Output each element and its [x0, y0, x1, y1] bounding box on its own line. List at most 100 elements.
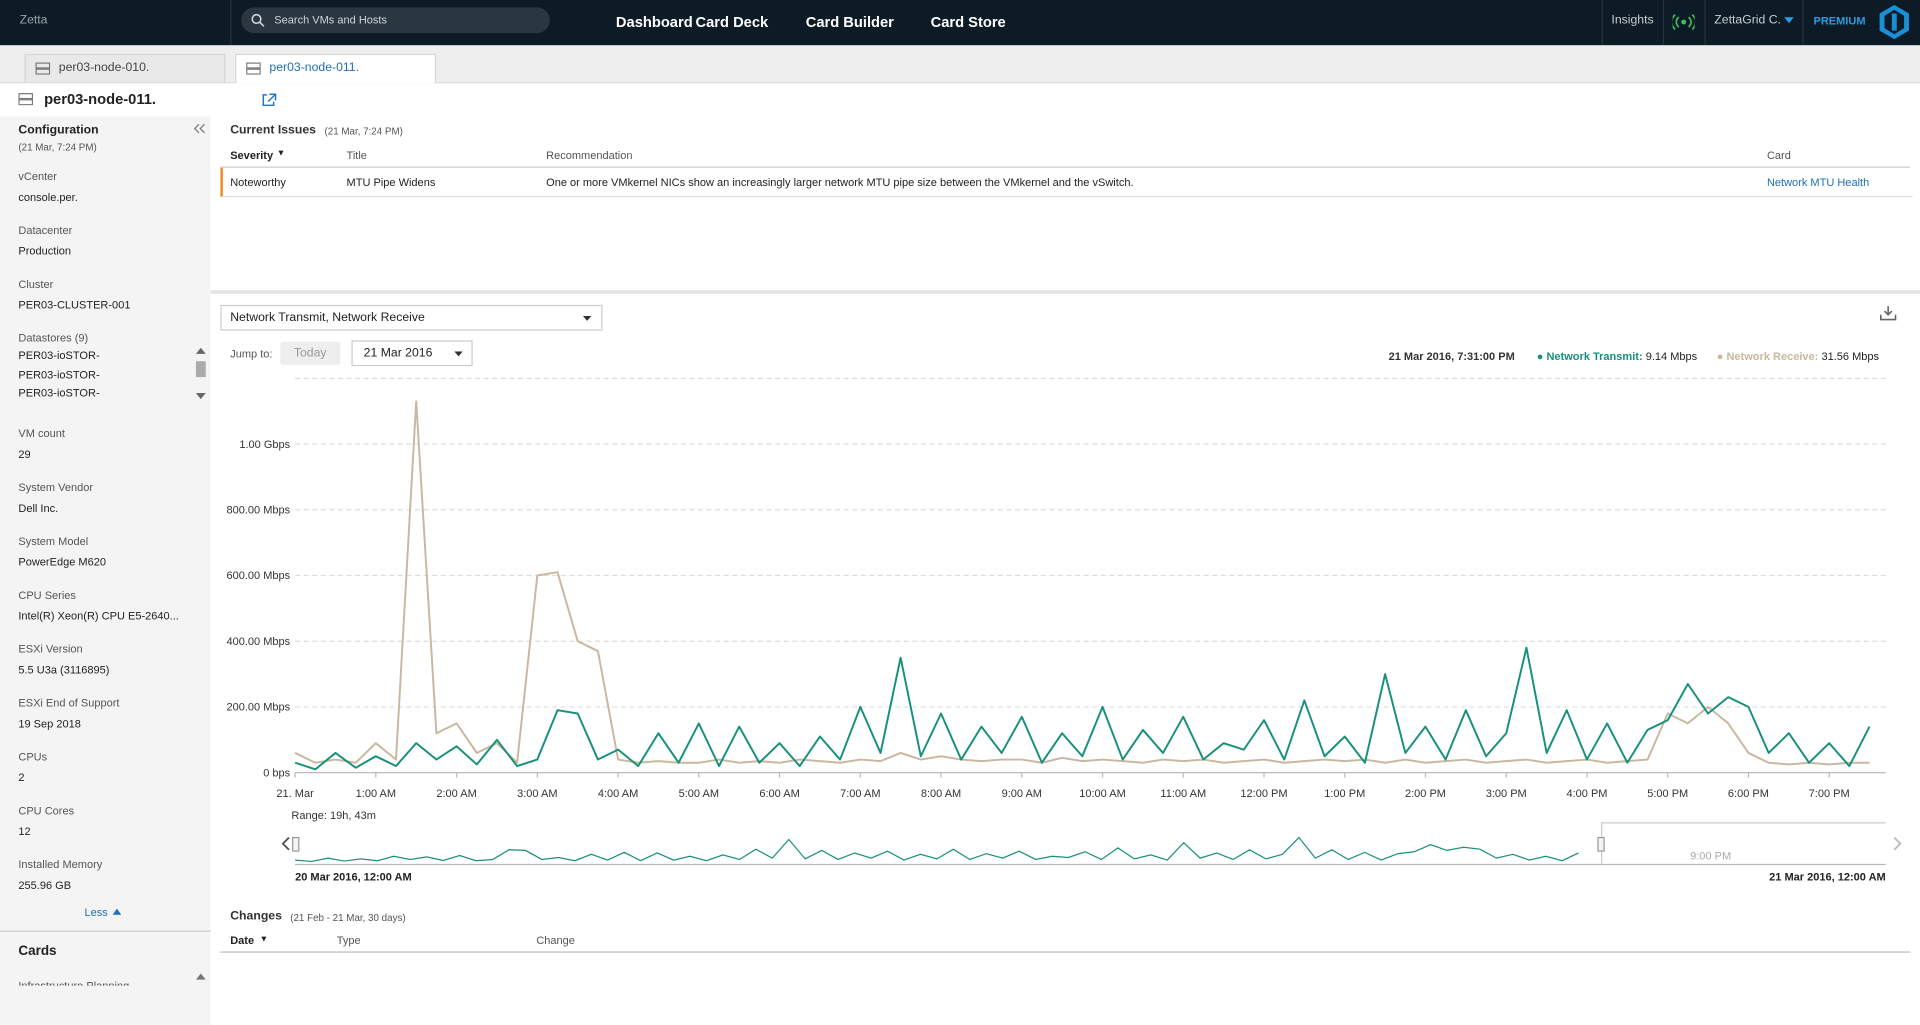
cards-title: Cards	[18, 944, 57, 959]
separator	[1802, 0, 1804, 46]
tab-bar: per03-node-010. per03-node-011.	[0, 45, 1920, 84]
separator	[1704, 0, 1706, 46]
date-label: 21 Mar 2016	[363, 346, 433, 361]
navigator-tick-label: 9:00 PM	[1690, 851, 1731, 863]
field-value: 29	[18, 448, 31, 461]
field-label: Cluster	[18, 277, 54, 291]
navigator-start: 20 Mar 2016, 12:00 AM	[295, 871, 412, 883]
scrollbar-graphic	[195, 347, 206, 400]
collapse-icon[interactable]	[193, 123, 205, 134]
column-header[interactable]: Severity	[230, 149, 274, 162]
x-tick-label: 5:00 PM	[1647, 788, 1688, 800]
jump-to-label: Jump to:	[230, 347, 273, 361]
tooltip-dot: ●	[1536, 350, 1544, 363]
x-tick-label: 1:00 AM	[356, 788, 396, 800]
metric-select[interactable]: Network Transmit, Network Receive	[220, 304, 603, 331]
sort-caret: ▼	[259, 935, 269, 945]
field-value: 12	[18, 825, 31, 838]
dropdown-caret	[582, 315, 592, 321]
tab-label: per03-node-011.	[269, 61, 360, 75]
tab[interactable]: per03-node-010.	[24, 53, 226, 83]
brand[interactable]: Zetta	[19, 13, 48, 27]
field-value: 255.96 GB	[18, 879, 72, 892]
issue-cell: MTU Pipe Widens	[346, 176, 436, 189]
today-button[interactable]: Today	[280, 341, 341, 365]
field-label: CPU Series	[18, 588, 76, 602]
tooltip-entry: ● Network Receive: 31.56 Mbps	[1717, 350, 1879, 362]
main-panel: Current Issues (21 Mar, 7:24 PM) Severit…	[210, 116, 1920, 1025]
navigator-line	[295, 836, 1579, 863]
tooltip-value: 9.14 Mbps	[1645, 350, 1698, 363]
chart: 0 bps 200.00 Mbps 400.00 Mbps 600.00 Mbps 80…	[227, 377, 1902, 883]
field-value: Intel(R) Xeon(R) CPU E5-2640...	[18, 609, 179, 623]
y-tick-label: 0 bps	[263, 767, 290, 779]
x-tick-label: 11:00 AM	[1160, 788, 1206, 800]
column-header[interactable]: Recommendation	[546, 149, 633, 162]
x-tick-label: 5:00 AM	[679, 788, 719, 800]
nav-link[interactable]: Card Deck	[695, 13, 769, 31]
insights-link[interactable]: Insights	[1611, 13, 1654, 27]
tooltip-dot: ●	[1716, 350, 1724, 363]
server-icon	[246, 62, 261, 75]
field-value: 2	[18, 771, 25, 784]
changes-title: Changes	[230, 909, 282, 924]
user-menu[interactable]: ZettaGrid C.	[1714, 13, 1781, 27]
navigator-handle[interactable]	[292, 836, 300, 852]
external-link-icon[interactable]	[262, 93, 277, 107]
dropdown-caret	[454, 351, 463, 357]
navigator-end: 21 Mar 2016, 12:00 AM	[1769, 871, 1886, 883]
column-header[interactable]: Type	[336, 934, 361, 947]
nav-link[interactable]: Card Builder	[805, 13, 894, 31]
column-header[interactable]: Date	[230, 934, 255, 947]
server-icon	[35, 62, 51, 75]
x-tick-label: 4:00 PM	[1566, 788, 1607, 800]
x-tick-label: 12:00 PM	[1240, 788, 1287, 800]
divider	[220, 166, 1911, 168]
search-icon	[251, 13, 265, 27]
field-value: PER03-ioSTOR-	[18, 386, 100, 400]
issue-row[interactable]	[220, 167, 1913, 198]
search-placeholder: Search VMs and Hosts	[274, 13, 387, 26]
top-bar: Zetta Search VMs and Hosts Dashboard Car…	[0, 0, 1920, 46]
field-label: Installed Memory	[18, 858, 103, 871]
y-tick-label: 400.00 Mbps	[227, 636, 291, 648]
scroll-up[interactable]	[195, 973, 206, 980]
less-toggle[interactable]: Less	[84, 906, 108, 919]
range-label: Range: 19h, 43m	[291, 810, 376, 822]
tooltip-time: 21 Mar 2016, 7:31:00 PM	[1388, 350, 1515, 363]
issue-cell[interactable]: Network MTU Health	[1766, 176, 1870, 189]
sidebar-title: Configuration	[18, 123, 99, 138]
tooltip-label: Network Transmit:	[1546, 350, 1643, 363]
logo	[1879, 4, 1909, 40]
column-header[interactable]: Card	[1766, 149, 1791, 162]
tab-active[interactable]: per03-node-011.	[235, 53, 436, 84]
caret-up	[112, 908, 122, 915]
signal-icon[interactable]	[1672, 12, 1695, 32]
navigator-handle[interactable]	[1597, 836, 1605, 852]
scroll-left[interactable]	[281, 836, 290, 851]
changes-timestamp: (21 Feb - 21 Mar, 30 days)	[290, 912, 406, 924]
x-tick-label: 7:00 AM	[840, 788, 880, 800]
search-box[interactable]: Search VMs and Hosts	[241, 7, 550, 34]
download-icon[interactable]	[1880, 305, 1897, 321]
issue-cell: One or more VMkernel NICs show an increa…	[546, 176, 1134, 189]
field-value: Production	[18, 244, 72, 258]
field-label: System Vendor	[18, 481, 94, 494]
x-tick-label: 10:00 AM	[1079, 788, 1126, 800]
scroll-right[interactable]	[1893, 836, 1902, 851]
separator	[1601, 0, 1603, 46]
card-item[interactable]: Infrastructure Planning	[18, 979, 130, 986]
plan-badge[interactable]: PREMIUM	[1813, 14, 1866, 27]
nav-link[interactable]: Dashboard	[615, 13, 693, 31]
field-value: 5.5 U3a (3116895)	[18, 663, 110, 676]
column-header[interactable]: Change	[536, 934, 575, 947]
column-header[interactable]: Title	[346, 149, 367, 162]
x-tick-label: 2:00 PM	[1405, 788, 1446, 800]
scrollbar[interactable]	[195, 347, 207, 401]
date-picker[interactable]: 21 Mar 2016	[351, 340, 473, 367]
field-label: ESXi Version	[18, 642, 83, 656]
x-tick-label: 9:00 AM	[1002, 788, 1042, 800]
issues-title: Current Issues	[230, 123, 316, 138]
nav-link[interactable]: Card Store	[930, 13, 1006, 31]
